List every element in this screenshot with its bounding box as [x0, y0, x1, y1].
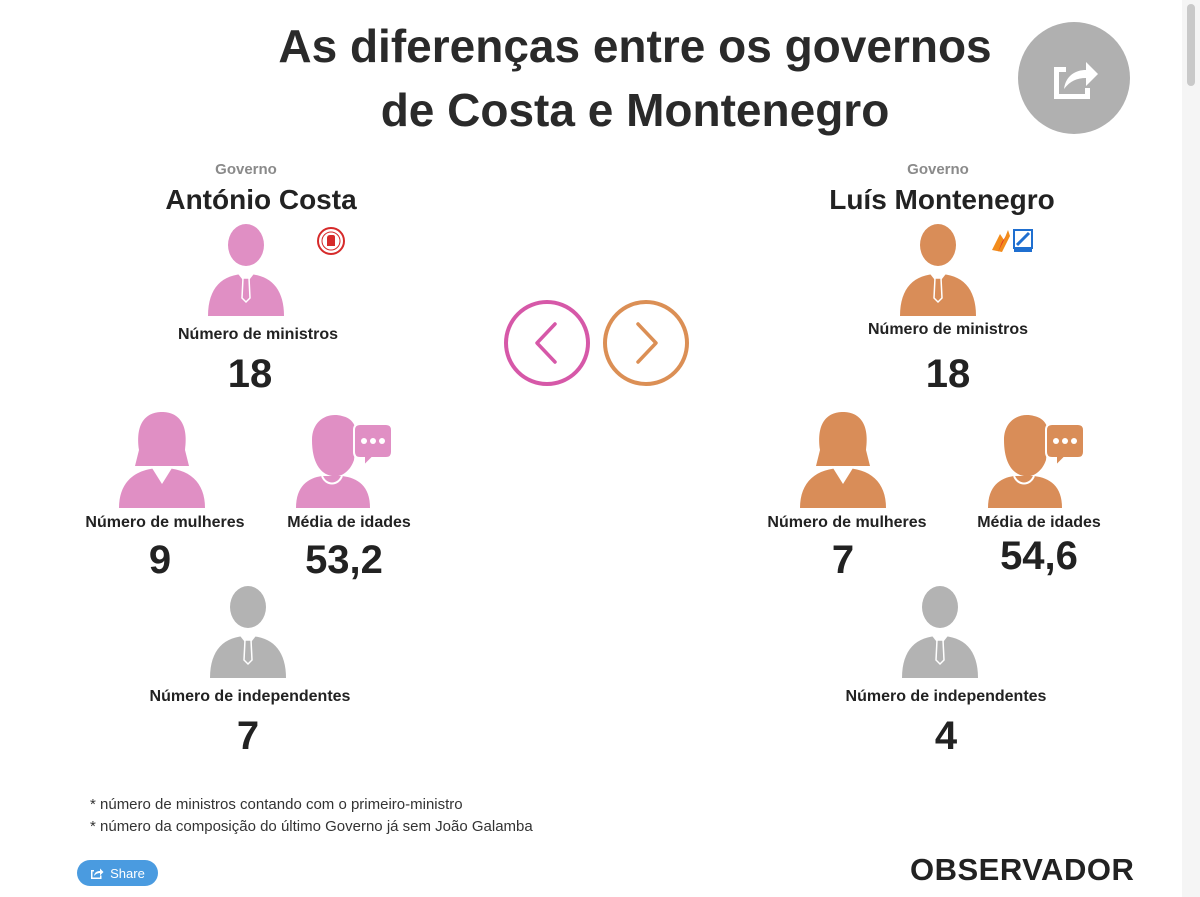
- left-age-icon: [296, 415, 393, 508]
- next-button[interactable]: [603, 300, 689, 386]
- chevron-right-icon: [636, 322, 658, 364]
- right-independents-label: Número de independentes: [845, 688, 1047, 705]
- ad-logo-icon: [992, 229, 1033, 252]
- left-age-value: 53,2: [305, 538, 383, 582]
- right-ministers-label: Número de ministros: [867, 321, 1029, 338]
- share-icon: [91, 868, 104, 879]
- right-age-value: 54,6: [1000, 534, 1078, 578]
- left-gov-name: António Costa: [165, 184, 357, 215]
- left-independent-icon: [210, 586, 286, 678]
- left-woman-icon: [119, 412, 205, 508]
- right-women-label: Número de mulheres: [767, 514, 927, 531]
- right-gov-name: Luís Montenegro: [829, 184, 1055, 215]
- observador-logo: OBSERVADOR: [910, 852, 1135, 887]
- right-woman-icon: [800, 412, 886, 508]
- left-women-value: 9: [148, 538, 172, 582]
- right-minister-icon: [900, 224, 976, 316]
- left-independents-label: Número de independentes: [149, 688, 351, 705]
- left-ministers-value: 18: [227, 352, 273, 396]
- right-ministers-value: 18: [925, 352, 971, 396]
- left-minister-icon: [208, 224, 284, 316]
- previous-button[interactable]: [504, 300, 590, 386]
- footnote-1: * número de ministros contando com o pri…: [90, 796, 463, 813]
- left-age-label: Média de idades: [287, 514, 411, 531]
- right-gov-label: Governo: [907, 161, 969, 178]
- share-button-label: Share: [110, 865, 145, 881]
- left-gov-label: Governo: [215, 161, 277, 178]
- right-women-value: 7: [831, 538, 855, 582]
- left-ministers-label: Número de ministros: [177, 326, 339, 343]
- footnote-2: * número da composição do último Governo…: [90, 818, 533, 835]
- scrollbar-thumb[interactable]: [1187, 4, 1195, 86]
- right-age-icon: [988, 415, 1085, 508]
- share-icon: [1054, 62, 1098, 99]
- right-independents-value: 4: [934, 714, 958, 758]
- share-circle-button[interactable]: [1018, 22, 1130, 134]
- right-independent-icon: [902, 586, 978, 678]
- right-age-label: Média de idades: [977, 514, 1101, 531]
- ps-logo-icon: [317, 227, 345, 255]
- chevron-left-icon: [535, 322, 557, 364]
- title-line-1: As diferenças entre os governos: [278, 20, 992, 72]
- page-title: As diferenças entre os governos de Costa…: [200, 14, 1070, 142]
- left-independents-value: 7: [236, 714, 260, 758]
- left-women-label: Número de mulheres: [85, 514, 245, 531]
- title-line-2: de Costa e Montenegro: [380, 84, 890, 136]
- scrollbar-track[interactable]: [1182, 0, 1200, 897]
- share-button[interactable]: Share: [77, 860, 158, 886]
